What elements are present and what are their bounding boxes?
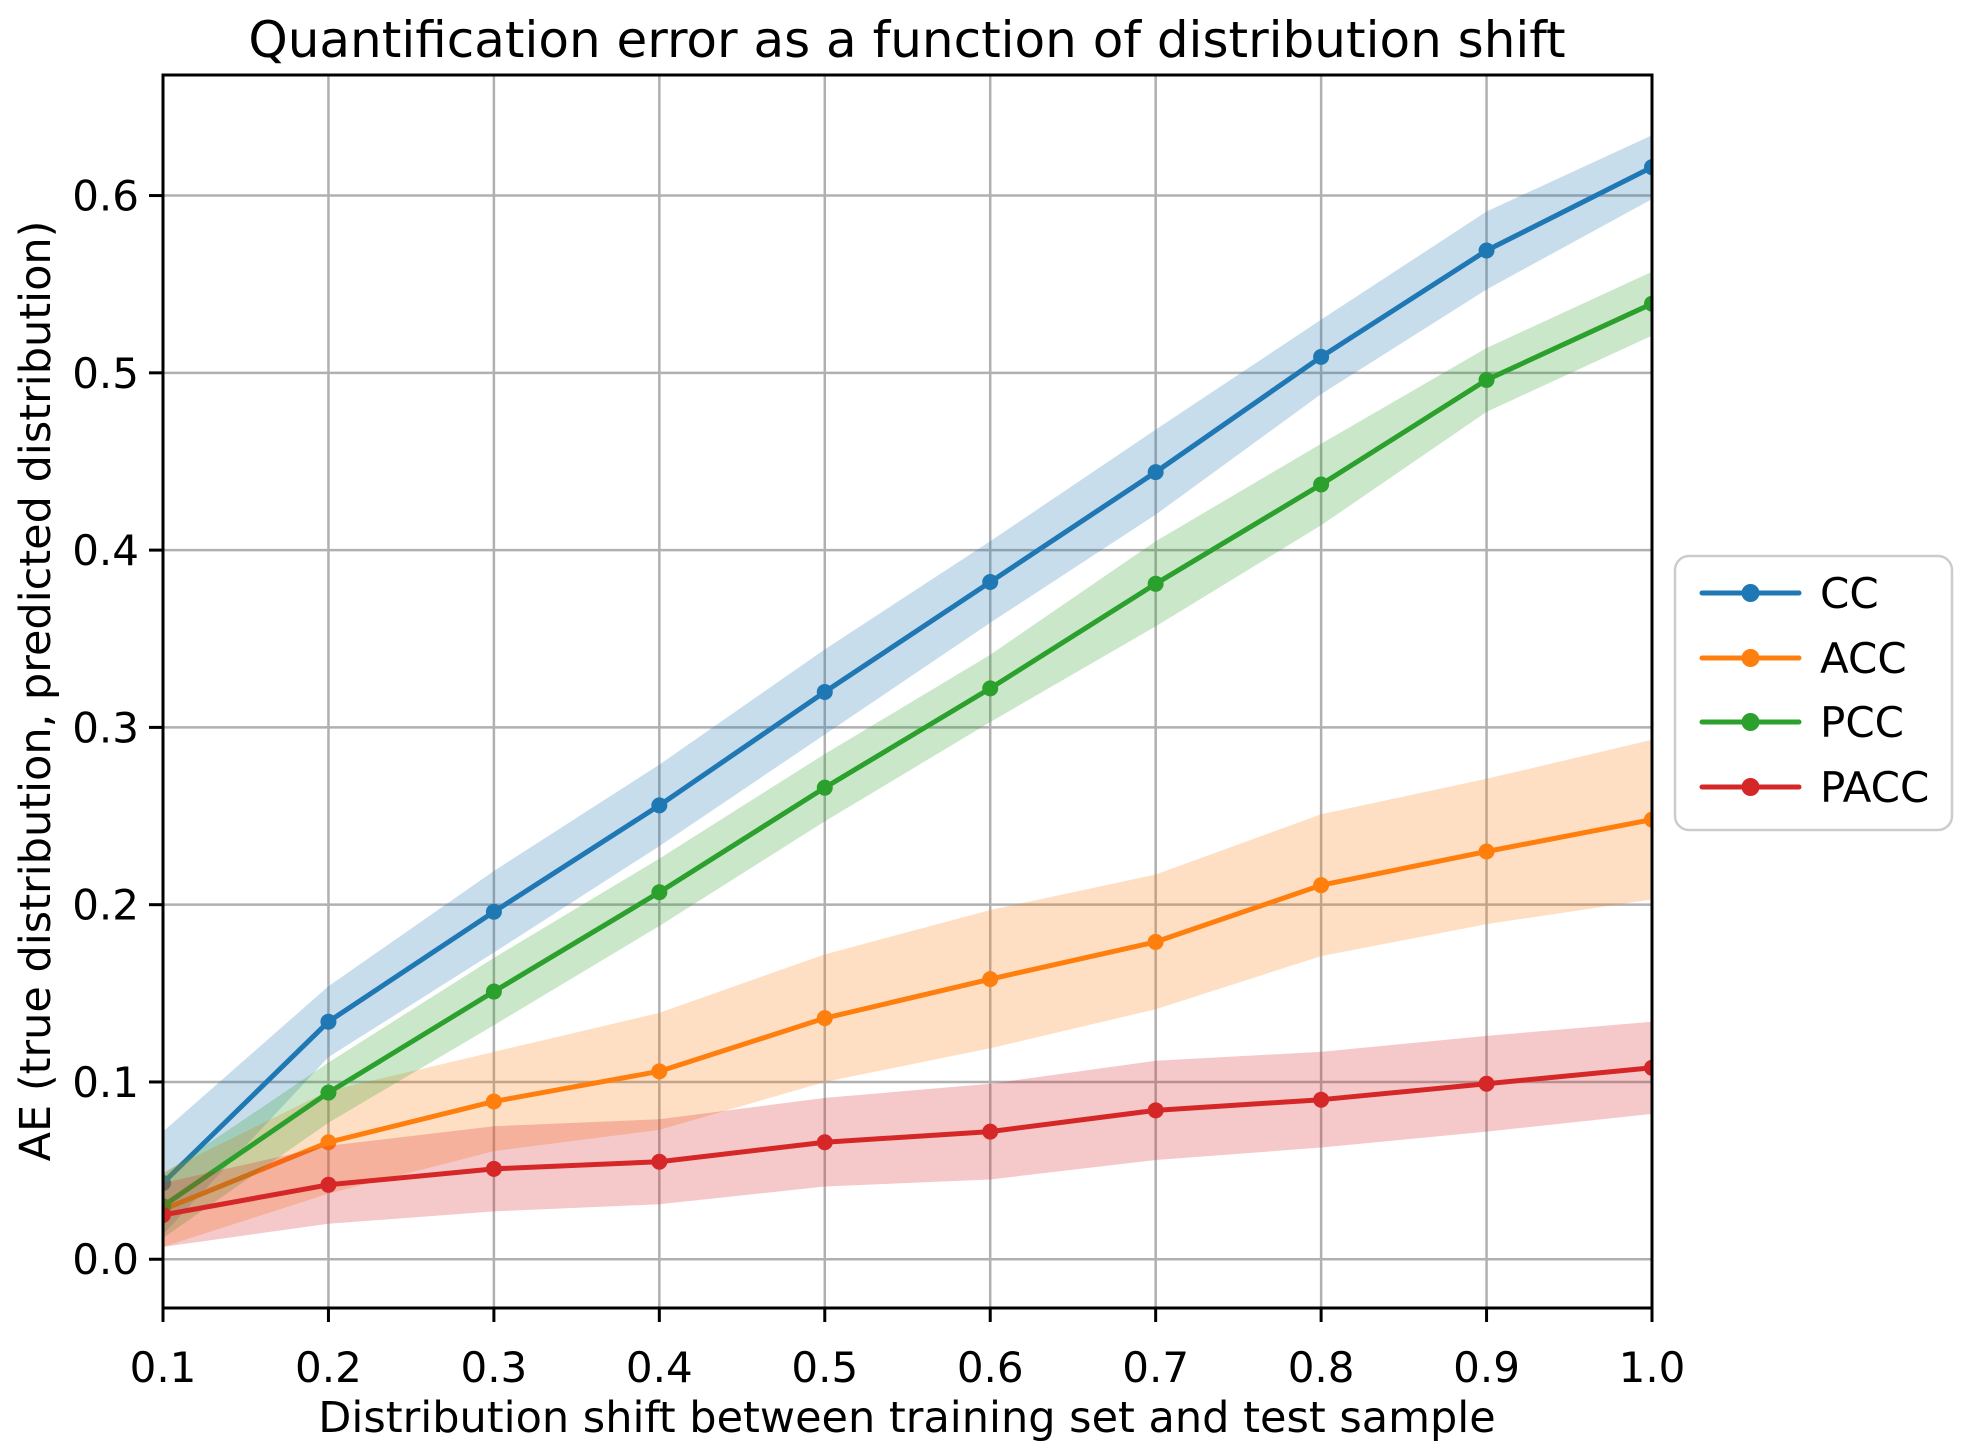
marker-PACC bbox=[651, 1153, 668, 1170]
marker-ACC bbox=[1147, 933, 1164, 950]
marker-PCC bbox=[1147, 575, 1164, 592]
marker-CC bbox=[1313, 348, 1330, 365]
legend-label: ACC bbox=[1820, 634, 1907, 683]
marker-ACC bbox=[1644, 811, 1652, 828]
legend-box bbox=[1673, 554, 1954, 832]
x-tick-label: 1.0 bbox=[1619, 1343, 1686, 1392]
y-tick-label: 0.2 bbox=[72, 881, 139, 930]
legend-marker bbox=[1741, 713, 1760, 731]
marker-ACC bbox=[651, 1063, 668, 1080]
y-tick-label: 0.5 bbox=[72, 349, 139, 398]
marker-CC bbox=[163, 1175, 171, 1192]
x-tick-label: 0.4 bbox=[626, 1343, 693, 1392]
marker-PCC bbox=[651, 884, 668, 901]
legend-item-CC: CC bbox=[1699, 569, 1879, 618]
marker-CC bbox=[1644, 159, 1652, 176]
x-axis-label: Distribution shift between training set … bbox=[318, 1393, 1495, 1443]
marker-PCC bbox=[982, 680, 999, 697]
ticks bbox=[149, 194, 1654, 1322]
marker-CC bbox=[982, 574, 999, 591]
marker-ACC bbox=[816, 1010, 833, 1027]
marker-PACC bbox=[1313, 1091, 1330, 1108]
y-tick-label: 0.6 bbox=[72, 172, 139, 221]
y-tick-label: 0.0 bbox=[72, 1235, 139, 1284]
line-ACC bbox=[163, 817, 1652, 1213]
marker-ACC bbox=[320, 1134, 337, 1151]
x-tick-label: 0.2 bbox=[295, 1343, 362, 1392]
marker-PCC bbox=[1644, 295, 1652, 312]
marker-PACC bbox=[982, 1123, 999, 1140]
marker-PACC bbox=[1147, 1102, 1164, 1119]
marker-CC bbox=[320, 1013, 337, 1030]
band-PACC bbox=[163, 1021, 1652, 1247]
marker-CC bbox=[485, 903, 502, 920]
line-CC bbox=[163, 164, 1652, 1186]
legend-item-PACC: PACC bbox=[1699, 763, 1929, 812]
axes-spines bbox=[161, 73, 1654, 1310]
band-CC bbox=[163, 135, 1652, 1235]
legend-marker bbox=[1741, 778, 1760, 796]
x-tick-label: 0.6 bbox=[957, 1343, 1024, 1392]
tick-labels: 0.1 0.2 0.3 0.4 0.5 0.6 0.7 0.8 0.9 1.0 0.0 0.1 0.2 0… bbox=[72, 172, 1685, 1392]
marker-PACC bbox=[816, 1134, 833, 1151]
x-tick-label: 0.5 bbox=[791, 1343, 858, 1392]
x-tick-label: 0.8 bbox=[1288, 1343, 1355, 1392]
plot-area bbox=[163, 75, 1652, 1308]
marker-CC bbox=[816, 683, 833, 700]
legend-label: CC bbox=[1820, 569, 1879, 618]
legend-marker bbox=[1741, 584, 1760, 602]
marker-ACC bbox=[1478, 843, 1495, 860]
marker-PACC bbox=[1644, 1059, 1652, 1076]
legend-marker bbox=[1741, 649, 1760, 667]
legend-label: PCC bbox=[1820, 698, 1904, 747]
y-tick-label: 0.3 bbox=[72, 703, 139, 752]
marker-PCC bbox=[816, 779, 833, 796]
marker-PCC bbox=[320, 1084, 337, 1101]
legend-item-ACC: ACC bbox=[1699, 634, 1907, 683]
y-tick-label: 0.1 bbox=[72, 1058, 139, 1107]
marker-PACC bbox=[1478, 1075, 1495, 1092]
x-tick-label: 0.7 bbox=[1122, 1343, 1189, 1392]
band-ACC bbox=[163, 739, 1652, 1247]
marker-PCC bbox=[1478, 371, 1495, 388]
marker-PACC bbox=[485, 1160, 502, 1177]
marker-CC bbox=[651, 797, 668, 814]
x-tick-label: 0.3 bbox=[460, 1343, 527, 1392]
chart-title: Quantification error as a function of di… bbox=[248, 11, 1565, 69]
band-PCC bbox=[163, 271, 1652, 1238]
legend-item-PCC: PCC bbox=[1699, 698, 1904, 747]
marker-PCC bbox=[485, 983, 502, 1000]
marker-PACC bbox=[320, 1176, 337, 1193]
marker-PCC bbox=[1313, 476, 1330, 493]
legend: CC ACC PCC PACC bbox=[1673, 554, 1954, 832]
x-tick-label: 0.9 bbox=[1453, 1343, 1520, 1392]
line-PACC bbox=[163, 1065, 1652, 1218]
marker-PACC bbox=[163, 1206, 171, 1223]
marker-CC bbox=[1478, 242, 1495, 259]
marker-CC bbox=[1147, 464, 1164, 481]
x-tick-label: 0.1 bbox=[130, 1343, 197, 1392]
series-layer bbox=[163, 135, 1652, 1247]
legend-label: PACC bbox=[1820, 763, 1929, 812]
y-tick-label: 0.4 bbox=[72, 526, 139, 575]
marker-ACC bbox=[1313, 877, 1330, 894]
marker-ACC bbox=[485, 1093, 502, 1110]
y-axis-label: AE (true distribution, predicted distrib… bbox=[11, 221, 61, 1162]
marker-ACC bbox=[982, 971, 999, 988]
line-PCC bbox=[163, 301, 1652, 1209]
